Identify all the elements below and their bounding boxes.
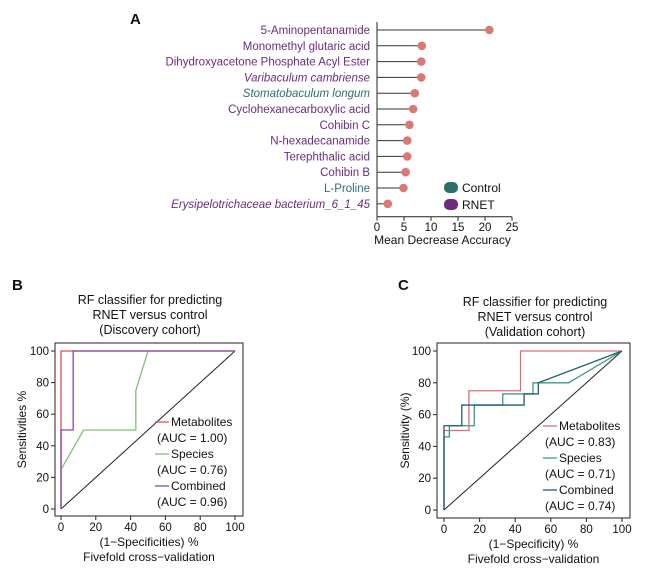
panel-label: B (12, 277, 23, 294)
x-tick-label: 0 (58, 522, 64, 534)
legend-auc: (AUC = 0.71) (545, 467, 615, 481)
category-label: Cyclohexanecarboxylic acid (228, 104, 370, 116)
x-tick-label: 20 (479, 222, 492, 234)
lollipop-point (485, 25, 494, 35)
lollipop-point (416, 73, 426, 82)
lollipop-point (417, 41, 427, 51)
x-axis-title: Mean Decrease Accuracy (374, 233, 511, 247)
plot-frame (54, 342, 244, 517)
panel-label: C (398, 277, 409, 294)
x-tick-label: 25 (506, 222, 519, 234)
legend-auc: (AUC = 0.83) (545, 435, 615, 449)
roc-curve-combined (443, 350, 623, 510)
lollipop-point (401, 167, 410, 177)
x-tick-label: 0 (374, 222, 380, 234)
lollipop-point (383, 199, 393, 209)
legend-label: Combined (559, 483, 614, 497)
y-tick-label: 60 (36, 409, 49, 421)
legend-label: Combined (171, 479, 226, 493)
legend-label: Metabolites (559, 419, 620, 433)
x-tick-label: 40 (124, 522, 137, 534)
x-tick-label: 10 (425, 222, 438, 234)
legend-auc: (AUC = 0.74) (545, 499, 615, 513)
plot-frame (436, 342, 631, 519)
x-tick-label: 100 (612, 524, 631, 536)
x-tick-label: 40 (509, 524, 522, 536)
x-axis-title-line: (1−Specificities) % (99, 535, 198, 549)
lollipop-point (402, 152, 412, 161)
y-tick-label: 40 (418, 441, 431, 453)
lollipop-point (408, 104, 418, 114)
y-tick-label: 100 (30, 346, 49, 358)
x-tick-label: 60 (159, 522, 172, 534)
y-axis-title: Sensitivity (%) (398, 392, 412, 468)
category-label: Stomatobaculum longum (243, 88, 371, 100)
x-axis-title-line: Fivefold cross−validation (83, 550, 215, 564)
chart-title-line: RNET versus control (92, 308, 207, 322)
legend-auc: (AUC = 0.96) (157, 495, 227, 509)
y-tick-label: 0 (425, 505, 431, 517)
lollipop-point (410, 88, 420, 98)
lollipop-point (416, 57, 426, 66)
category-label: 5-Aminopentanamide (261, 25, 370, 37)
x-tick-label: 80 (194, 522, 207, 534)
chart-title-line: RF classifier for predicting (463, 295, 608, 309)
chart-title-line: RF classifier for predicting (78, 293, 223, 307)
legend-label: Metabolites (171, 415, 232, 429)
legend-label: Species (171, 447, 214, 461)
x-axis-title-line: (1−Specificity) % (489, 537, 579, 551)
x-tick-label: 100 (225, 522, 244, 534)
category-label: L-Proline (324, 183, 370, 195)
category-label: Cohibin B (320, 167, 370, 179)
y-tick-label: 60 (418, 410, 431, 422)
chart-title-line: RNET versus control (477, 310, 592, 324)
legend-auc: (AUC = 1.00) (157, 431, 227, 445)
diagonal-reference (60, 350, 236, 510)
y-tick-label: 20 (36, 472, 49, 484)
category-label: Dihydroxyacetone Phosphate Acyl Ester (165, 57, 370, 69)
category-label: Cohibin C (320, 120, 371, 132)
legend-label: Control (462, 181, 501, 195)
diagonal-reference (443, 350, 623, 511)
x-tick-label: 80 (580, 524, 593, 536)
legend-label: RNET (462, 198, 495, 212)
chart-title-line: (Discovery cohort) (99, 323, 200, 337)
lollipop-point (402, 136, 412, 145)
y-tick-label: 0 (43, 504, 49, 516)
y-tick-label: 100 (412, 346, 431, 358)
panel-a: A 5-Aminopentanamide Monomethyl glutaric a… (130, 11, 518, 247)
x-tick-label: 60 (544, 524, 557, 536)
category-label: Varibaculum cambriense (244, 72, 370, 84)
x-tick-label: 20 (89, 522, 102, 534)
y-tick-label: 20 (418, 473, 431, 485)
category-label: Terephthalic acid (284, 151, 370, 163)
roc-curve-metabolites (443, 350, 622, 510)
legend-auc: (AUC = 0.76) (157, 463, 227, 477)
x-axis-title-line: Fivefold cross−validation (468, 552, 600, 566)
x-tick-label: 15 (452, 222, 465, 234)
lollipop-point (405, 120, 414, 130)
category-label: Erysipelotrichaceae bacterium_6_1_45 (171, 199, 370, 211)
category-label: Monomethyl glutaric acid (243, 41, 370, 53)
y-tick-label: 40 (36, 441, 49, 453)
legend-swatch (444, 199, 458, 210)
x-tick-label: 5 (401, 222, 407, 234)
category-label: N-hexadecanamide (270, 136, 370, 148)
chart-title-line: (Validation cohort) (485, 325, 586, 339)
legend-label: Species (559, 451, 602, 465)
legend-swatch (444, 182, 458, 193)
y-tick-label: 80 (418, 378, 431, 390)
x-tick-label: 20 (473, 524, 486, 536)
y-axis-title: Sensitivities % (15, 390, 29, 468)
roc-curve-combined (60, 350, 235, 509)
x-tick-label: 0 (441, 524, 447, 536)
lollipop-point (399, 183, 408, 193)
y-tick-label: 80 (36, 378, 49, 390)
panel-label: A (130, 11, 141, 28)
